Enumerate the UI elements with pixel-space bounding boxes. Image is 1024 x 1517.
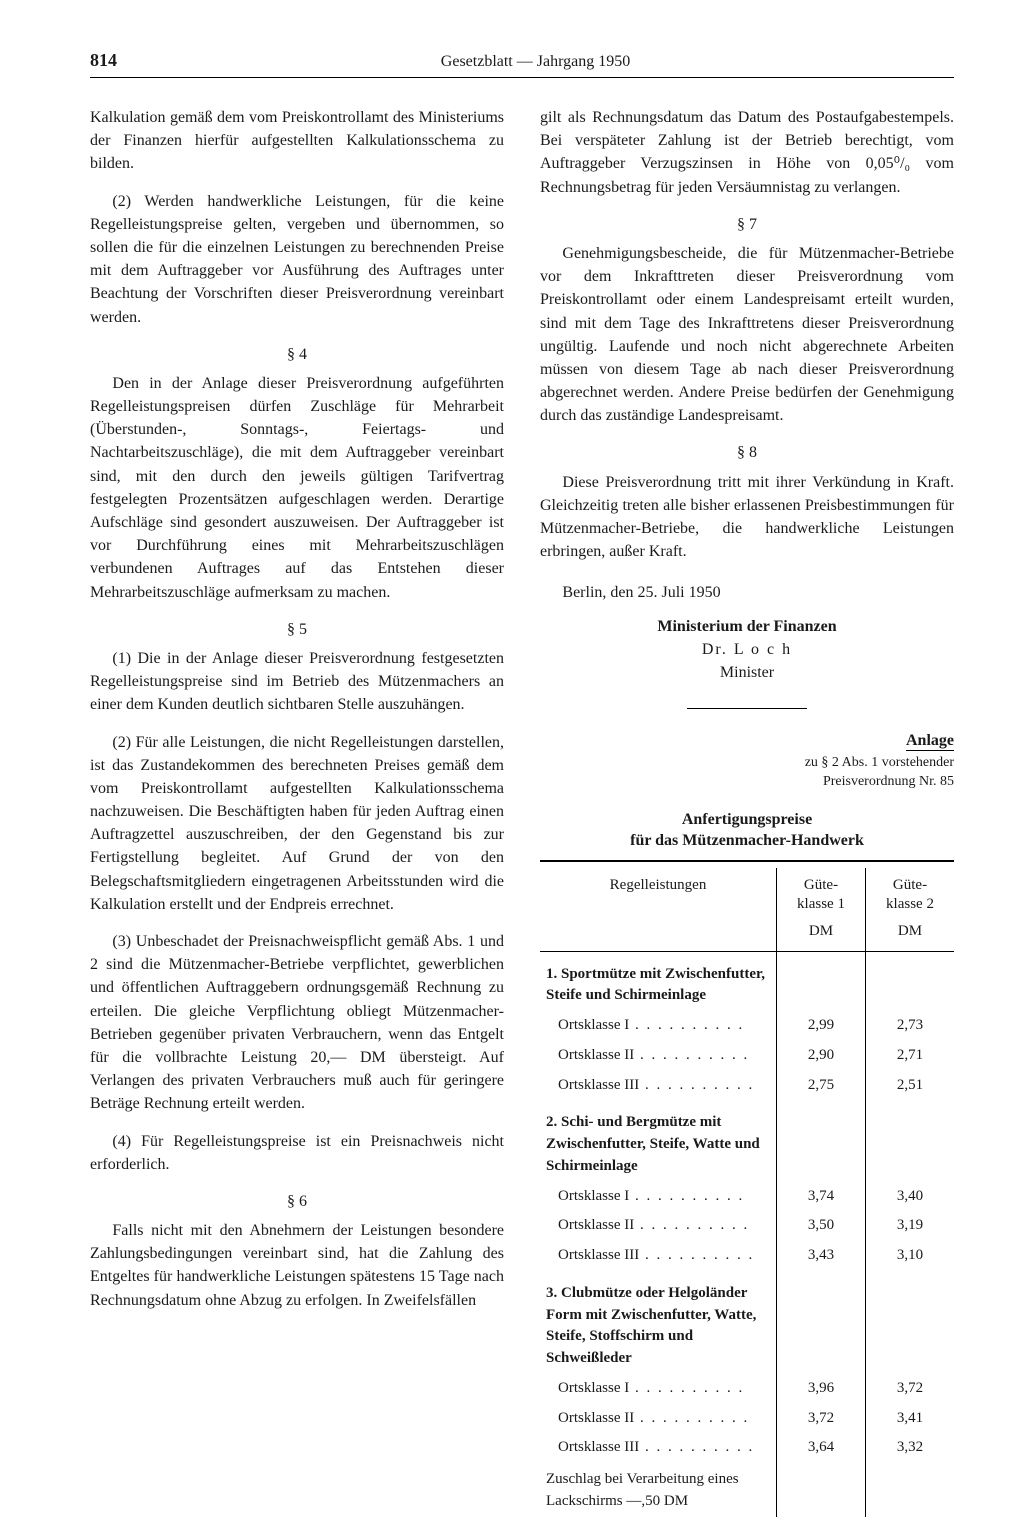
para-6-cont: gilt als Rechnungsdatum das Datum des Po… bbox=[540, 106, 954, 199]
sign-date: Berlin, den 25. Juli 1950 bbox=[540, 581, 954, 604]
row-label: Ortsklasse II . . . . . . . . . . bbox=[540, 1404, 777, 1434]
row-val-2: 3,32 bbox=[866, 1433, 955, 1463]
table-group-head: 3. Clubmütze oder Helgoländer Form mit Z… bbox=[540, 1271, 777, 1374]
table-row: Ortsklasse III . . . . . . . . . .3,643,… bbox=[540, 1433, 954, 1463]
para-cont-kalk: Kalkulation gemäß dem vom Preiskontrolla… bbox=[90, 106, 504, 176]
table-row: Ortsklasse III . . . . . . . . . .3,433,… bbox=[540, 1241, 954, 1271]
section-8-head: § 8 bbox=[540, 441, 954, 464]
para-5-4: (4) Für Regelleistungspreise ist ein Pre… bbox=[90, 1130, 504, 1176]
para-5-2: (2) Für alle Leistungen, die nicht Regel… bbox=[90, 731, 504, 917]
row-label: Ortsklasse II . . . . . . . . . . bbox=[540, 1211, 777, 1241]
row-val-1: 2,99 bbox=[777, 1011, 866, 1041]
header-title: Gesetzblatt — Jahrgang 1950 bbox=[117, 53, 954, 71]
row-val-2: 2,51 bbox=[866, 1071, 955, 1101]
para-5-1: (1) Die in der Anlage dieser Preisverord… bbox=[90, 647, 504, 717]
document-page: 814 Gesetzblatt — Jahrgang 1950 Kalkulat… bbox=[0, 0, 1024, 1513]
row-label: Ortsklasse II . . . . . . . . . . bbox=[540, 1041, 777, 1071]
row-label: Ortsklasse I . . . . . . . . . . bbox=[540, 1182, 777, 1212]
anlage-sub2: Preisverordnung Nr. 85 bbox=[823, 774, 954, 789]
table-title-2: für das Mützenmacher-Handwerk bbox=[630, 832, 864, 849]
th-unit-1: DM bbox=[777, 921, 866, 951]
para-2: (2) Werden handwerkliche Leistungen, für… bbox=[90, 190, 504, 329]
section-7-head: § 7 bbox=[540, 213, 954, 236]
table-row: Ortsklasse II . . . . . . . . . .3,723,4… bbox=[540, 1404, 954, 1434]
row-label: Ortsklasse I . . . . . . . . . . bbox=[540, 1011, 777, 1041]
table-group-head: 1. Sportmütze mit Zwischenfutter, Steife… bbox=[540, 951, 777, 1011]
para-4: Den in der Anlage dieser Preisverordnung… bbox=[90, 372, 504, 604]
price-table: Regelleistungen Güte- klasse 1 Güte- kla… bbox=[540, 860, 954, 1517]
row-val-2: 3,40 bbox=[866, 1182, 955, 1212]
anlage-subtitle: zu § 2 Abs. 1 vorstehender Preisverordnu… bbox=[540, 754, 954, 790]
row-val-1: 3,74 bbox=[777, 1182, 866, 1212]
right-column: gilt als Rechnungsdatum das Datum des Po… bbox=[540, 106, 954, 1517]
two-column-layout: Kalkulation gemäß dem vom Preiskontrolla… bbox=[90, 106, 954, 1517]
row-label: Ortsklasse III . . . . . . . . . . bbox=[540, 1241, 777, 1271]
row-val-1: 2,75 bbox=[777, 1071, 866, 1101]
row-label: Ortsklasse III . . . . . . . . . . bbox=[540, 1433, 777, 1463]
page-header: 814 Gesetzblatt — Jahrgang 1950 bbox=[90, 50, 954, 78]
anlage-heading: Anlage bbox=[540, 729, 954, 752]
anlage-title: Anlage bbox=[906, 732, 954, 751]
divider bbox=[687, 708, 807, 709]
para-8: Diese Preisverordnung tritt mit ihrer Ve… bbox=[540, 471, 954, 564]
sign-name: Dr. L o c h bbox=[540, 638, 954, 661]
table-title: Anfertigungspreise für das Mützenmacher-… bbox=[540, 809, 954, 852]
row-label: Ortsklasse III . . . . . . . . . . bbox=[540, 1071, 777, 1101]
sign-ministry: Ministerium der Finanzen bbox=[540, 615, 954, 638]
left-column: Kalkulation gemäß dem vom Preiskontrolla… bbox=[90, 106, 504, 1517]
row-val-1: 3,64 bbox=[777, 1433, 866, 1463]
row-val-1: 3,50 bbox=[777, 1211, 866, 1241]
row-val-2: 3,72 bbox=[866, 1374, 955, 1404]
row-val-2: 2,73 bbox=[866, 1011, 955, 1041]
th-regelleistungen: Regelleistungen bbox=[540, 868, 777, 921]
para-5-3: (3) Unbeschadet der Preisnachweispflicht… bbox=[90, 930, 504, 1116]
section-6-head: § 6 bbox=[90, 1190, 504, 1213]
row-val-1: 3,96 bbox=[777, 1374, 866, 1404]
para-7: Genehmigungsbescheide, die für Mützenmac… bbox=[540, 242, 954, 428]
section-4-head: § 4 bbox=[90, 343, 504, 366]
signature-block: Berlin, den 25. Juli 1950 Ministerium de… bbox=[540, 581, 954, 684]
table-row: Ortsklasse I . . . . . . . . . .3,963,72 bbox=[540, 1374, 954, 1404]
para-6: Falls nicht mit den Abnehmern der Leistu… bbox=[90, 1219, 504, 1312]
th-guete-1: Güte- klasse 1 bbox=[777, 868, 866, 921]
table-row: Ortsklasse I . . . . . . . . . .3,743,40 bbox=[540, 1182, 954, 1212]
th-guete-2: Güte- klasse 2 bbox=[866, 868, 955, 921]
th-unit-2: DM bbox=[866, 921, 955, 951]
section-5-head: § 5 bbox=[90, 618, 504, 641]
table-group-head: 2. Schi- und Bergmütze mit Zwischenfutte… bbox=[540, 1100, 777, 1181]
table-title-1: Anfertigungspreise bbox=[682, 811, 812, 828]
row-val-2: 3,41 bbox=[866, 1404, 955, 1434]
table-row: Ortsklasse III . . . . . . . . . .2,752,… bbox=[540, 1071, 954, 1101]
page-number: 814 bbox=[90, 50, 117, 71]
sign-role: Minister bbox=[540, 661, 954, 684]
table-footnote: Zuschlag bei Verarbeitung eines Lackschi… bbox=[540, 1463, 777, 1517]
row-val-1: 3,43 bbox=[777, 1241, 866, 1271]
row-val-1: 2,90 bbox=[777, 1041, 866, 1071]
row-val-1: 3,72 bbox=[777, 1404, 866, 1434]
row-val-2: 2,71 bbox=[866, 1041, 955, 1071]
table-row: Ortsklasse II . . . . . . . . . .2,902,7… bbox=[540, 1041, 954, 1071]
anlage-sub1: zu § 2 Abs. 1 vorstehender bbox=[805, 755, 954, 770]
table-row: Ortsklasse I . . . . . . . . . .2,992,73 bbox=[540, 1011, 954, 1041]
row-val-2: 3,10 bbox=[866, 1241, 955, 1271]
table-row: Ortsklasse II . . . . . . . . . .3,503,1… bbox=[540, 1211, 954, 1241]
row-val-2: 3,19 bbox=[866, 1211, 955, 1241]
row-label: Ortsklasse I . . . . . . . . . . bbox=[540, 1374, 777, 1404]
